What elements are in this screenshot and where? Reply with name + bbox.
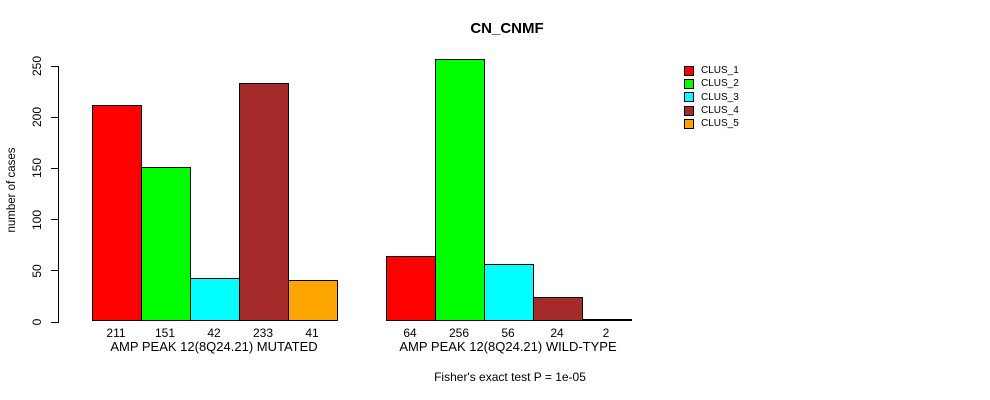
- y-axis-tick-label: 250: [30, 55, 44, 77]
- y-axis-tick: [51, 116, 58, 118]
- y-axis-tick: [51, 219, 58, 221]
- y-axis-tick-label: 150: [30, 158, 44, 179]
- bar-clus_4-group1: [238, 82, 289, 322]
- legend-item: CLUS_2: [684, 77, 739, 90]
- x-category-label: AMP PEAK 12(8Q24.21) WILD-TYPE: [399, 339, 617, 354]
- legend: CLUS_1 CLUS_2 CLUS_3 CLUS_4 CLUS_5: [684, 64, 739, 130]
- y-axis-label: number of cases: [6, 147, 18, 233]
- legend-label: CLUS_2: [701, 78, 739, 90]
- y-axis-line: [58, 65, 59, 323]
- legend-label: CLUS_5: [701, 118, 739, 130]
- bar-clus_2-group1: [140, 166, 191, 322]
- legend-item: CLUS_3: [684, 91, 739, 104]
- chart-title: CN_CNMF: [470, 20, 544, 37]
- legend-swatch-icon: [684, 92, 694, 103]
- legend-swatch-icon: [684, 118, 694, 129]
- y-axis-tick-label: 200: [30, 107, 44, 128]
- bar-value-label: 233: [252, 326, 274, 340]
- bar-clus_1-group1: [91, 105, 142, 322]
- bar-value-label: 56: [501, 326, 515, 340]
- legend-swatch-icon: [684, 105, 694, 116]
- legend-label: CLUS_4: [701, 105, 739, 117]
- y-axis-tick-label: 0: [30, 318, 44, 326]
- fisher-test-annotation: Fisher's exact test P = 1e-05: [434, 370, 586, 384]
- bar-value-label: 2: [602, 326, 610, 340]
- bar-value-label: 256: [448, 326, 470, 340]
- bar-value-label: 64: [403, 326, 417, 340]
- bar-clus_2-group2: [434, 59, 485, 322]
- bar-clus_3-group2: [483, 264, 534, 322]
- bar-value-label: 151: [154, 326, 176, 340]
- legend-swatch-icon: [684, 78, 694, 89]
- bar-value-label: 24: [550, 326, 564, 340]
- bar-clus_5-group2: [581, 319, 632, 322]
- legend-label: CLUS_1: [701, 65, 739, 77]
- bar-value-label: 41: [305, 326, 319, 340]
- legend-label: CLUS_3: [701, 91, 739, 103]
- legend-swatch-icon: [684, 65, 694, 76]
- x-category-label: AMP PEAK 12(8Q24.21) MUTATED: [110, 339, 318, 354]
- y-axis-tick: [51, 65, 58, 67]
- bar-value-label: 211: [106, 326, 126, 340]
- legend-item: CLUS_5: [684, 117, 739, 130]
- y-axis-tick: [51, 167, 58, 169]
- bar-clus_3-group1: [189, 278, 240, 322]
- bar-clus_1-group2: [385, 255, 436, 322]
- legend-item: CLUS_1: [684, 64, 739, 77]
- y-axis-tick: [51, 321, 58, 323]
- bar-clus_5-group1: [287, 279, 338, 322]
- y-axis-tick-label: 50: [30, 264, 44, 278]
- bar-clus_4-group2: [532, 296, 583, 322]
- bar-value-label: 42: [207, 326, 221, 340]
- y-axis-tick: [51, 270, 58, 272]
- legend-item: CLUS_4: [684, 104, 739, 117]
- y-axis-tick-label: 100: [30, 209, 44, 230]
